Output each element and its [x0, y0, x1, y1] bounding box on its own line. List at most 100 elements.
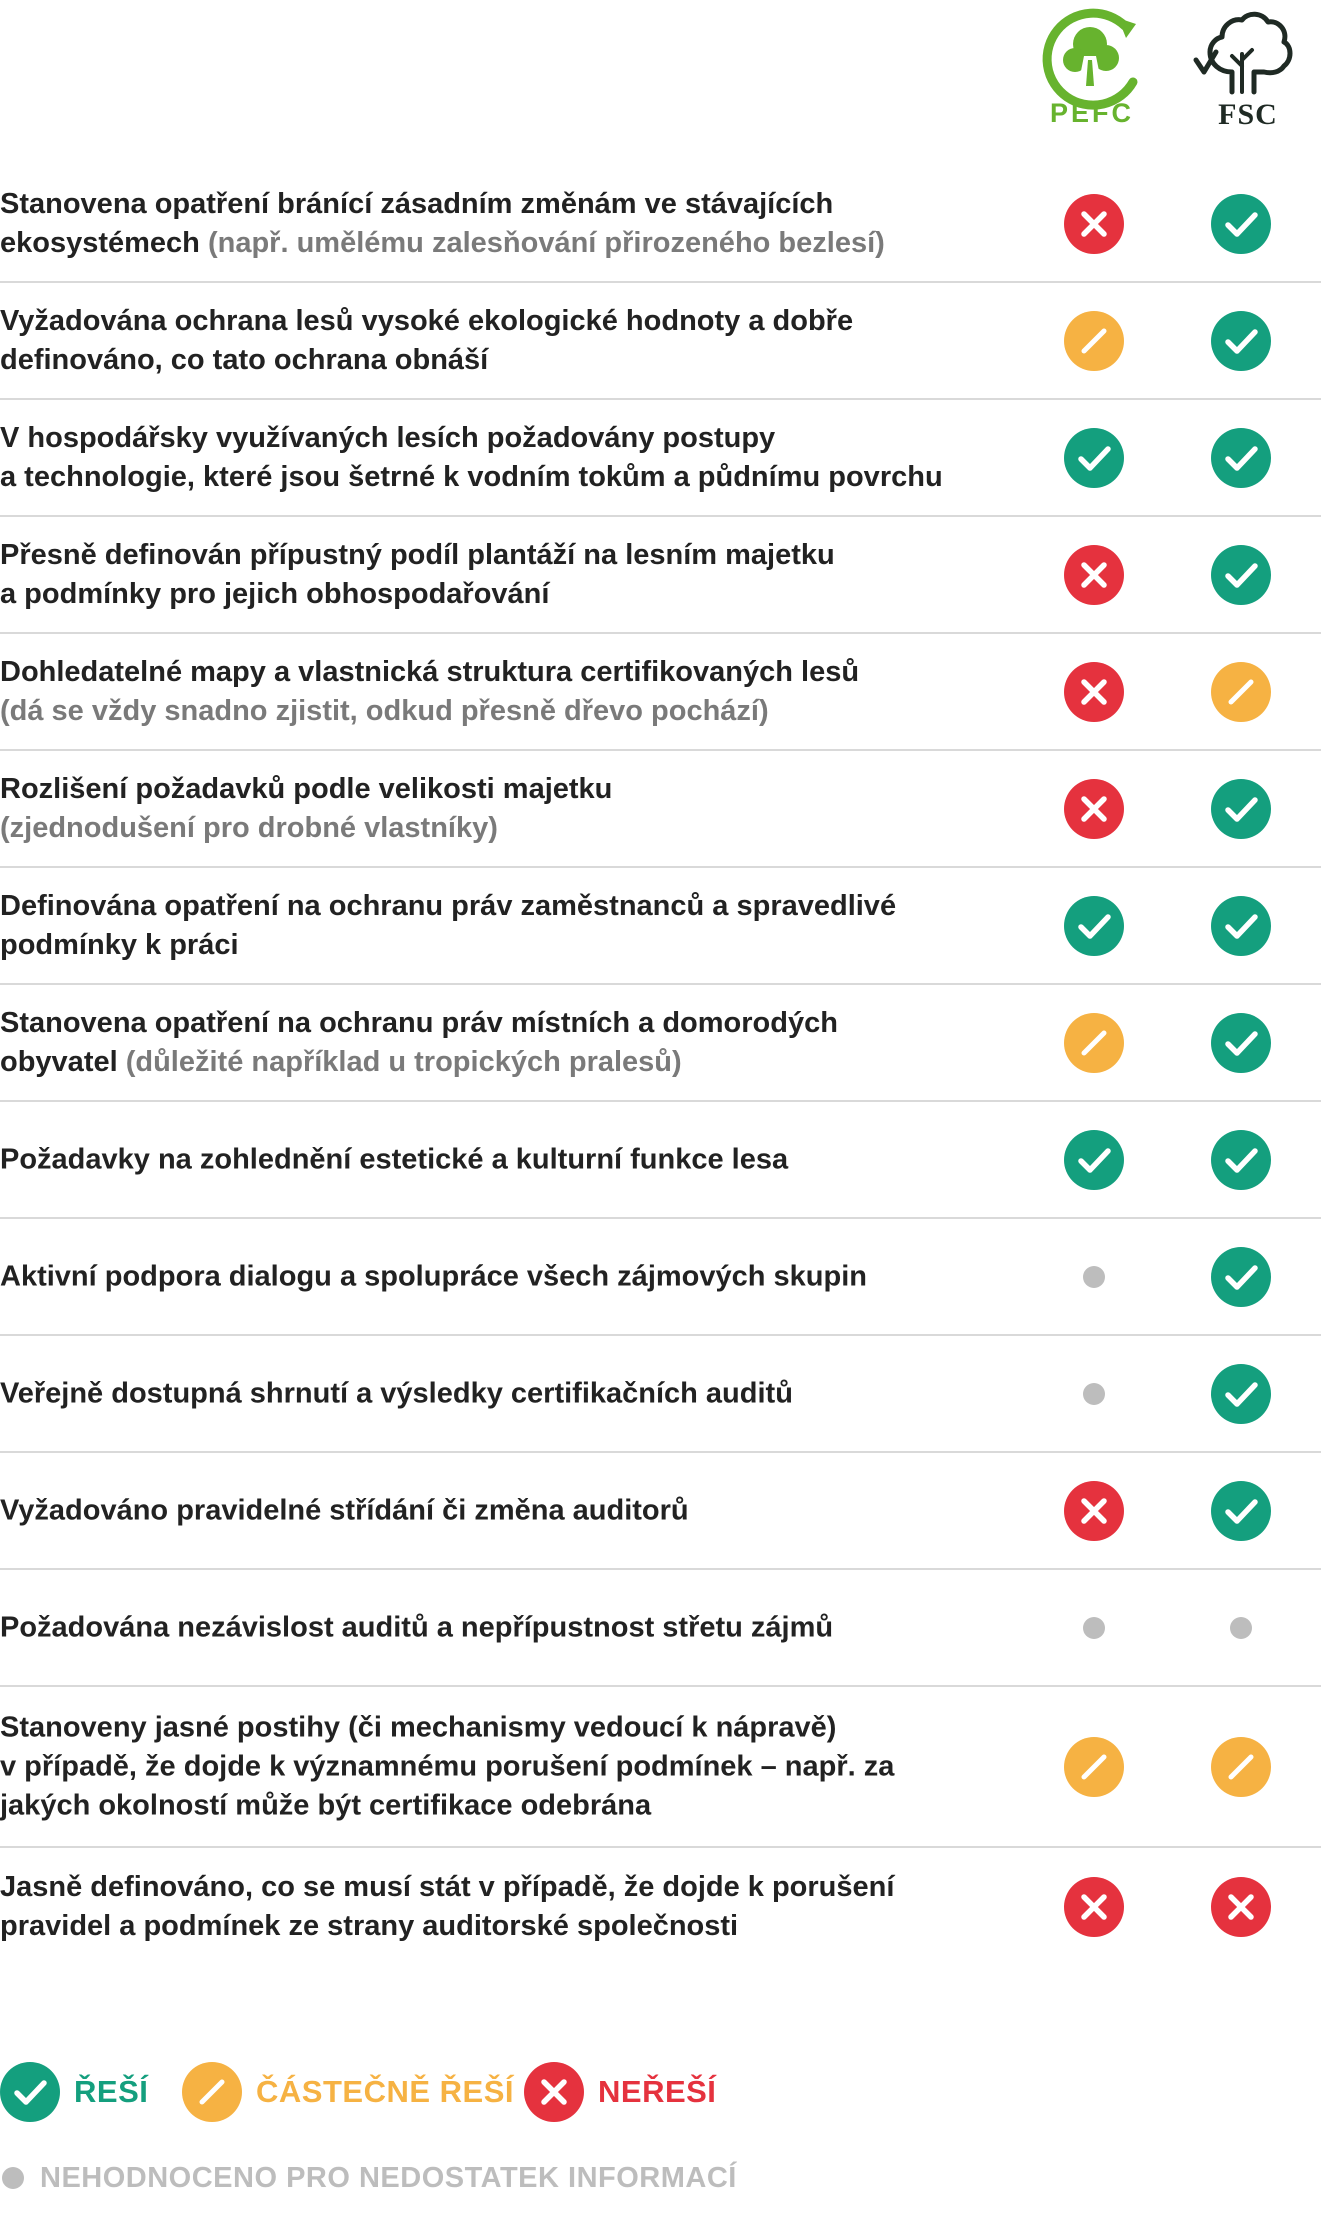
criterion-main-text: Vyžadováno pravidelné střídání či změna … [0, 1494, 689, 1526]
header: PEFC FSC [0, 0, 1321, 140]
legend-item-yes: ŘEŠÍ [0, 2060, 148, 2124]
table-row: Vyžadována ochrana lesů vysoké ekologick… [0, 283, 1321, 400]
criterion-line: Stanoveny jasné postihy (či mechanismy v… [0, 1711, 837, 1743]
fsc-check-icon [1211, 193, 1271, 254]
criterion-text: Stanovena opatření bránící zásadním změn… [0, 185, 990, 263]
criterion-text: Stanoveny jasné postihy (či mechanismy v… [0, 1708, 990, 1825]
criterion-last-line: definováno, co tato ochrana obnáší [0, 341, 990, 380]
fsc-partial-icon [1211, 1736, 1271, 1797]
criterion-main-text: definováno, co tato ochrana obnáší [0, 343, 489, 376]
criterion-main-text: podmínky k práci [0, 928, 239, 961]
legend-item-not-rated: NEHODNOCENO PRO NEDOSTATEK INFORMACÍ [0, 2158, 737, 2198]
criterion-last-line: obyvatel (důležité například u tropickýc… [0, 1043, 990, 1082]
criterion-line: Jasně definováno, co se musí stát v příp… [0, 1870, 895, 1903]
fsc-partial-icon [1211, 661, 1271, 722]
table-row: V hospodářsky využívaných lesích požadov… [0, 400, 1321, 517]
pefc-cross-icon [1064, 661, 1124, 722]
criterion-line: v případě, že dojde k významnému porušen… [0, 1750, 895, 1782]
criterion-main-text: jakých okolností může být certifikace od… [0, 1789, 652, 1821]
table-row: Stanovena opatření bránící zásadním změn… [0, 166, 1321, 283]
partial-icon [182, 2062, 242, 2122]
fsc-check-icon [1211, 1012, 1271, 1073]
criterion-text: Jasně definováno, co se musí stát v příp… [0, 1868, 990, 1946]
criterion-text: Požadována nezávislost auditů a nepřípus… [0, 1608, 990, 1647]
criterion-main-text: ekosystémech [0, 226, 208, 259]
criterion-line: Stanovena opatření bránící zásadním změn… [0, 187, 834, 220]
fsc-check-icon [1211, 1129, 1271, 1190]
pefc-dot-icon [1064, 1364, 1124, 1424]
criterion-main-text: Požadavky na zohlednění estetické a kult… [0, 1143, 789, 1175]
criterion-last-line: Požadována nezávislost auditů a nepřípus… [0, 1608, 990, 1647]
legend-label-partial: ČÁSTEČNĚ ŘEŠÍ [256, 2074, 514, 2109]
pefc-cross-icon [1064, 778, 1124, 839]
criterion-last-line: a podmínky pro jejich obhospodařování [0, 575, 990, 614]
comparison-table: Stanovena opatření bránící zásadním změn… [0, 166, 1321, 1965]
table-row: Dohledatelné mapy a vlastnická struktura… [0, 634, 1321, 751]
fsc-check-icon [1211, 427, 1271, 488]
table-row: Rozlišení požadavků podle velikosti maje… [0, 751, 1321, 868]
criterion-text: Definována opatření na ochranu práv zamě… [0, 887, 990, 965]
legend-item-partial: ČÁSTEČNĚ ŘEŠÍ [182, 2060, 514, 2124]
fsc-check-icon [1211, 1246, 1271, 1307]
criterion-last-line: podmínky k práci [0, 926, 990, 965]
pefc-check-icon [1064, 427, 1124, 488]
table-row: Definována opatření na ochranu práv zamě… [0, 868, 1321, 985]
table-row: Jasně definováno, co se musí stát v příp… [0, 1848, 1321, 1965]
pefc-dot-icon [1064, 1598, 1124, 1658]
criterion-main-text: Veřejně dostupná shrnutí a výsledky cert… [0, 1377, 793, 1409]
criterion-note: (důležité například u tropických pralesů… [125, 1045, 682, 1078]
criterion-line: Vyžadována ochrana lesů vysoké ekologick… [0, 304, 854, 337]
pefc-cross-icon [1064, 544, 1124, 605]
table-row: Veřejně dostupná shrnutí a výsledky cert… [0, 1336, 1321, 1453]
criterion-last-line: Vyžadováno pravidelné střídání či změna … [0, 1491, 990, 1530]
fsc-check-icon [1211, 544, 1271, 605]
criterion-text: Dohledatelné mapy a vlastnická struktura… [0, 653, 990, 731]
criterion-text: Přesně definován přípustný podíl plantáž… [0, 536, 990, 614]
table-row: Stanovena opatření na ochranu práv místn… [0, 985, 1321, 1102]
fsc-check-icon [1211, 1480, 1271, 1541]
criterion-last-line: (zjednodušení pro drobné vlastníky) [0, 809, 990, 848]
criterion-text: Rozlišení požadavků podle velikosti maje… [0, 770, 990, 848]
pefc-check-icon [1064, 1129, 1124, 1190]
pefc-dot-icon [1064, 1247, 1124, 1307]
fsc-logo: FSC [1180, 4, 1310, 132]
table-row: Požadována nezávislost auditů a nepřípus… [0, 1570, 1321, 1687]
pefc-cross-icon [1064, 193, 1124, 254]
criterion-line: Stanovena opatření na ochranu práv místn… [0, 1006, 838, 1039]
table-row: Přesně definován přípustný podíl plantáž… [0, 517, 1321, 634]
criterion-last-line: Požadavky na zohlednění estetické a kult… [0, 1140, 990, 1179]
pefc-cross-icon [1064, 1480, 1124, 1541]
fsc-logo-text: FSC [1218, 98, 1278, 131]
criterion-note: (dá se vždy snadno zjistit, odkud přesně… [0, 694, 769, 727]
criterion-note: (zjednodušení pro drobné vlastníky) [0, 811, 498, 844]
criterion-last-line: Aktivní podpora dialogu a spolupráce vše… [0, 1257, 990, 1296]
check-icon [0, 2062, 60, 2122]
criterion-line: Přesně definován přípustný podíl plantáž… [0, 538, 835, 571]
criterion-last-line: jakých okolností může být certifikace od… [0, 1786, 990, 1825]
table-row: Aktivní podpora dialogu a spolupráce vše… [0, 1219, 1321, 1336]
pefc-partial-icon [1064, 1012, 1124, 1073]
table-row: Stanoveny jasné postihy (či mechanismy v… [0, 1687, 1321, 1848]
criterion-text: Aktivní podpora dialogu a spolupráce vše… [0, 1257, 990, 1296]
criterion-text: V hospodářsky využívaných lesích požadov… [0, 419, 990, 497]
pefc-check-icon [1064, 895, 1124, 956]
criterion-last-line: Veřejně dostupná shrnutí a výsledky cert… [0, 1374, 990, 1413]
criterion-line: Rozlišení požadavků podle velikosti maje… [0, 772, 613, 805]
pefc-partial-icon [1064, 1736, 1124, 1797]
cross-icon [524, 2062, 584, 2122]
criterion-text: Vyžadováno pravidelné střídání či změna … [0, 1491, 990, 1530]
criterion-last-line: a technologie, které jsou šetrné k vodní… [0, 458, 990, 497]
fsc-check-icon [1211, 895, 1271, 956]
criterion-main-text: Požadována nezávislost auditů a nepřípus… [0, 1611, 834, 1643]
criterion-last-line: (dá se vždy snadno zjistit, odkud přesně… [0, 692, 990, 731]
criterion-main-text: pravidel a podmínek ze strany auditorské… [0, 1909, 739, 1942]
legend: ŘEŠÍ ČÁSTEČNĚ ŘEŠÍ NEŘEŠÍ [0, 2060, 1321, 2124]
pefc-logo-text: PEFC [1050, 98, 1134, 128]
criterion-main-text: a technologie, které jsou šetrné k vodní… [0, 460, 943, 493]
criterion-text: Stanovena opatření na ochranu práv místn… [0, 1004, 990, 1082]
criterion-note: (např. umělému zalesňování přirozeného b… [207, 226, 885, 259]
criterion-text: Veřejně dostupná shrnutí a výsledky cert… [0, 1374, 990, 1413]
table-row: Vyžadováno pravidelné střídání či změna … [0, 1453, 1321, 1570]
legend-label-yes: ŘEŠÍ [74, 2074, 149, 2109]
criterion-main-text: obyvatel [0, 1045, 126, 1078]
